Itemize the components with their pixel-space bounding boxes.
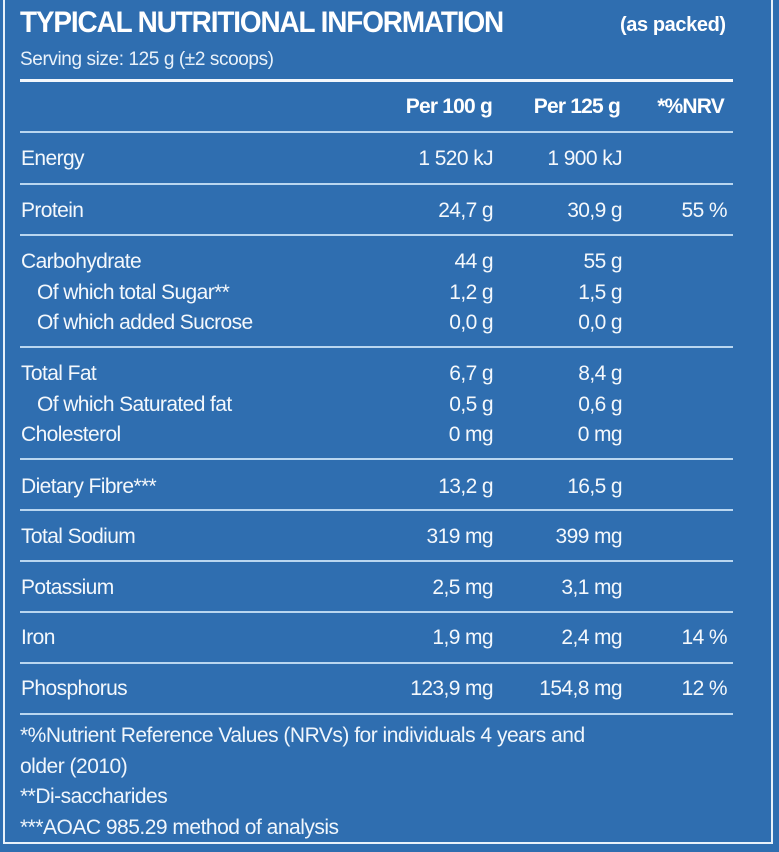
value-per-100g: 0,0 g [449, 311, 493, 334]
row-label: Protein [21, 199, 84, 222]
value-per-125g: 30,9 g [567, 199, 622, 222]
table-row-energy: Energy 1 520 kJ 1 900 kJ [0, 145, 779, 173]
row-divider [20, 183, 733, 185]
value-nrv: 12 % [681, 677, 728, 700]
value-per-100g: 13,2 g [438, 475, 493, 498]
column-header-per-125g: Per 125 g [533, 95, 621, 118]
title-suffix: (as packed) [620, 14, 726, 36]
value-per-100g: 0 mg [448, 423, 494, 446]
footnote-disaccharides: **Di-saccharides [20, 785, 168, 808]
table-row-potassium: Potassium 2,5 mg 3,1 mg [0, 574, 779, 602]
row-label: Cholesterol [21, 423, 121, 446]
value-per-125g: 8,4 g [578, 362, 622, 385]
table-row-cholesterol: Cholesterol 0 mg 0 mg [0, 421, 779, 449]
row-label: Total Fat [21, 362, 97, 385]
table-row-iron: Iron 1,9 mg 2,4 mg 14 % [0, 624, 779, 652]
row-divider [20, 131, 733, 133]
title-block: TYPICAL NUTRITIONAL INFORMATION (as pack… [20, 6, 726, 40]
page-title: TYPICAL NUTRITIONAL INFORMATION [20, 6, 504, 39]
value-per-100g: 24,7 g [438, 199, 493, 222]
value-per-100g: 1,2 g [449, 281, 493, 304]
row-label: Potassium [21, 576, 114, 599]
table-row-total-fat: Total Fat 6,7 g 8,4 g [0, 360, 779, 388]
row-label: Of which Saturated fat [37, 393, 232, 416]
row-divider [20, 346, 733, 348]
row-label: Carbohydrate [21, 250, 142, 273]
value-per-100g: 1,9 mg [432, 626, 493, 649]
value-per-125g: 3,1 mg [561, 576, 622, 599]
footnote-nrv: *%Nutrient Reference Values (NRVs) for i… [20, 724, 585, 747]
value-per-125g: 1,5 g [578, 281, 622, 304]
value-per-125g: 0,6 g [578, 393, 622, 416]
row-divider [20, 509, 733, 511]
table-row-protein: Protein 24,7 g 30,9 g 55 % [0, 197, 779, 225]
serving-size: Serving size: 125 g (±2 scoops) [20, 49, 274, 70]
column-header-nrv: *%NRV [657, 95, 725, 118]
value-per-100g: 44 g [454, 250, 494, 273]
row-divider [20, 713, 733, 715]
value-per-100g: 319 mg [426, 525, 494, 548]
value-per-125g: 0 mg [577, 423, 623, 446]
row-label: Iron [21, 626, 55, 649]
row-label: Phosphorus [21, 677, 128, 700]
value-nrv: 14 % [681, 626, 728, 649]
footnote-aoac-method: ***AOAC 985.29 method of analysis [20, 816, 339, 839]
value-per-100g: 123,9 mg [410, 677, 493, 700]
value-per-125g: 2,4 mg [561, 626, 622, 649]
column-header-per-100g: Per 100 g [405, 95, 493, 118]
value-per-100g: 2,5 mg [432, 576, 493, 599]
table-row-added-sucrose: Of which added Sucrose 0,0 g 0,0 g [0, 309, 779, 337]
row-divider [20, 234, 733, 236]
row-label: Of which total Sugar** [37, 281, 230, 304]
value-per-100g: 1 520 kJ [418, 147, 493, 170]
row-label: Energy [21, 147, 85, 170]
value-per-125g: 154,8 mg [539, 677, 622, 700]
row-divider [20, 458, 733, 460]
row-label: Total Sodium [21, 525, 136, 548]
value-per-125g: 1 900 kJ [547, 147, 622, 170]
row-divider [20, 611, 733, 613]
value-nrv: 55 % [681, 199, 728, 222]
header-divider [20, 79, 733, 82]
value-per-125g: 55 g [583, 250, 623, 273]
value-per-125g: 0,0 g [578, 311, 622, 334]
value-per-125g: 16,5 g [567, 475, 622, 498]
panel-frame [3, 0, 773, 844]
table-row-carbohydrate: Carbohydrate 44 g 55 g [0, 248, 779, 276]
table-row-phosphorus: Phosphorus 123,9 mg 154,8 mg 12 % [0, 675, 779, 703]
row-label: Of which added Sucrose [37, 311, 253, 334]
value-per-100g: 6,7 g [449, 362, 493, 385]
value-per-125g: 399 mg [555, 525, 623, 548]
row-divider [20, 662, 733, 664]
table-row-total-sugar: Of which total Sugar** 1,2 g 1,5 g [0, 279, 779, 307]
table-row-dietary-fibre: Dietary Fibre*** 13,2 g 16,5 g [0, 473, 779, 501]
value-per-100g: 0,5 g [449, 393, 493, 416]
row-divider [20, 560, 733, 562]
table-row-total-sodium: Total Sodium 319 mg 399 mg [0, 523, 779, 551]
row-label: Dietary Fibre*** [21, 475, 157, 498]
table-row-saturated-fat: Of which Saturated fat 0,5 g 0,6 g [0, 391, 779, 419]
footnote-nrv-continued: older (2010) [20, 755, 128, 778]
